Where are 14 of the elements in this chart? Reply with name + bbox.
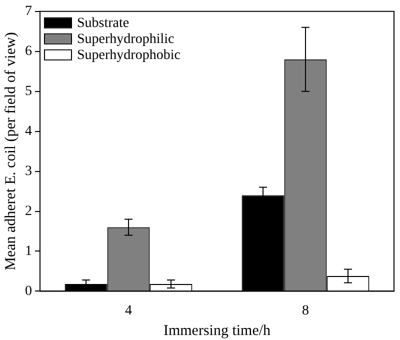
y-axis-title: Mean adheret E. coil (per field of view) <box>2 32 19 270</box>
y-tick-label: 1 <box>25 244 32 259</box>
y-tick-label: 4 <box>25 124 32 139</box>
legend-label: Substrate <box>77 16 130 32</box>
x-tick-label: 8 <box>302 303 309 318</box>
x-axis-title: Immersing time/h <box>163 322 272 339</box>
y-tick-label: 6 <box>25 44 32 60</box>
y-tick-label: 2 <box>25 204 32 219</box>
y-tick-label: 3 <box>25 164 32 179</box>
legend-label: Superhydrophilic <box>77 32 174 48</box>
y-tick-label: 7 <box>25 4 32 20</box>
y-tick-label: 0 <box>25 284 32 299</box>
legend-label: Superhydrophobic <box>77 48 180 64</box>
y-tick-label: 5 <box>25 84 32 100</box>
